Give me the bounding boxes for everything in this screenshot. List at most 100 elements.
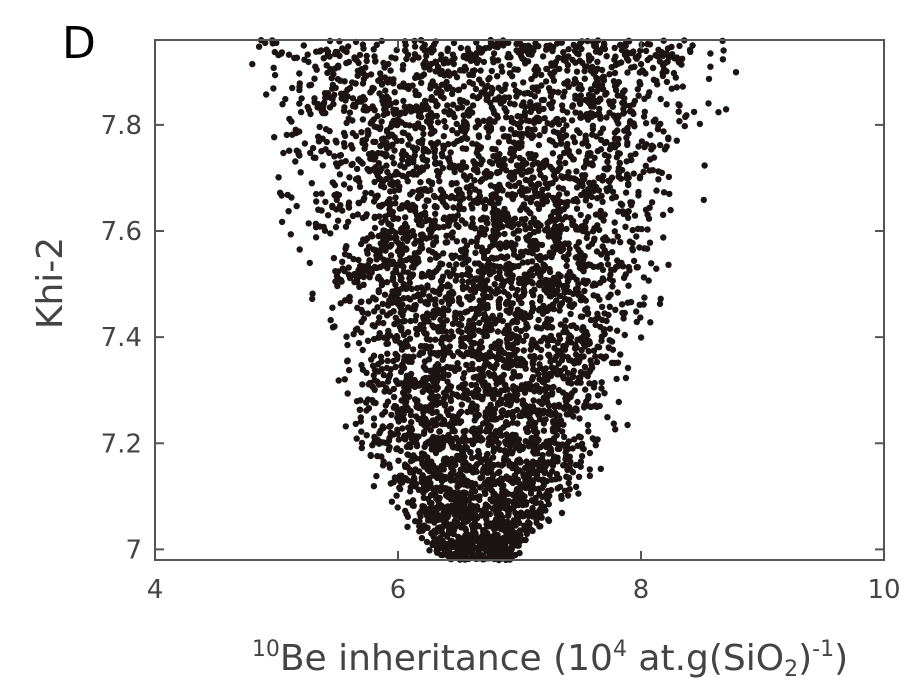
- data-point: [491, 281, 498, 288]
- data-point: [358, 240, 365, 248]
- data-point: [375, 319, 382, 326]
- data-point: [307, 81, 315, 89]
- data-point: [595, 174, 602, 182]
- data-point: [308, 180, 315, 187]
- data-point: [457, 44, 465, 52]
- data-point: [332, 278, 339, 285]
- data-point: [469, 215, 476, 222]
- data-point: [453, 261, 460, 268]
- data-point: [649, 64, 657, 72]
- panel-letter: D: [62, 18, 96, 69]
- data-point: [633, 233, 640, 240]
- data-point: [458, 301, 465, 308]
- data-point: [463, 349, 471, 356]
- data-point: [521, 90, 528, 97]
- data-point: [383, 162, 390, 169]
- data-point: [458, 479, 465, 487]
- data-point: [661, 146, 669, 153]
- data-point: [450, 494, 457, 502]
- data-point: [529, 403, 537, 410]
- data-point: [434, 376, 441, 383]
- data-point: [369, 442, 376, 449]
- data-point: [701, 162, 708, 169]
- data-point: [534, 159, 541, 167]
- data-point: [447, 395, 454, 402]
- data-point: [390, 160, 398, 167]
- data-point: [650, 76, 658, 84]
- data-point: [562, 398, 570, 405]
- data-point: [528, 497, 536, 504]
- data-point: [413, 103, 420, 110]
- data-point: [655, 168, 662, 175]
- data-point: [417, 179, 424, 186]
- data-point: [630, 110, 637, 118]
- data-point: [621, 331, 628, 339]
- data-point: [548, 253, 555, 261]
- data-point: [394, 426, 401, 433]
- data-point: [404, 329, 412, 336]
- data-point: [637, 314, 644, 321]
- data-point: [394, 409, 402, 417]
- data-point: [533, 382, 540, 389]
- data-point: [635, 192, 642, 199]
- data-point: [516, 124, 524, 131]
- data-point: [560, 421, 567, 428]
- data-point: [507, 126, 515, 133]
- data-point: [576, 99, 583, 107]
- data-point: [475, 260, 482, 267]
- data-point: [482, 490, 489, 497]
- data-point: [485, 382, 492, 389]
- data-point: [422, 101, 429, 109]
- data-point: [587, 316, 595, 324]
- data-point: [633, 318, 640, 326]
- data-point: [577, 458, 585, 465]
- data-point: [429, 529, 436, 536]
- data-point: [582, 63, 589, 71]
- data-point: [358, 361, 365, 369]
- data-point: [606, 98, 613, 105]
- data-point: [521, 522, 528, 529]
- data-point: [515, 140, 522, 147]
- data-point: [408, 419, 415, 426]
- data-point: [462, 145, 470, 152]
- data-point: [446, 261, 453, 269]
- data-point: [516, 188, 524, 195]
- data-point: [549, 418, 557, 425]
- data-point: [470, 158, 477, 165]
- data-point: [432, 234, 440, 241]
- data-point: [331, 153, 338, 160]
- data-point: [625, 174, 632, 181]
- data-point: [586, 368, 593, 375]
- data-point: [431, 217, 438, 224]
- data-point: [275, 174, 282, 181]
- data-point: [483, 96, 490, 104]
- data-point: [408, 358, 415, 365]
- data-point: [326, 53, 333, 60]
- data-point: [573, 184, 581, 191]
- data-point: [577, 92, 584, 99]
- data-point: [594, 195, 601, 202]
- data-point: [418, 273, 425, 280]
- data-point: [450, 204, 457, 211]
- data-point: [345, 204, 353, 211]
- data-point: [556, 483, 564, 491]
- data-point: [525, 50, 532, 58]
- data-point: [377, 353, 385, 360]
- data-point: [521, 103, 529, 111]
- data-point: [461, 237, 468, 244]
- data-point: [386, 206, 393, 213]
- data-point: [372, 138, 379, 146]
- data-point: [520, 291, 527, 299]
- data-point: [549, 73, 556, 80]
- data-point: [285, 51, 293, 58]
- data-point: [675, 101, 682, 108]
- data-point: [440, 133, 447, 140]
- data-point: [572, 92, 579, 100]
- data-point: [495, 351, 502, 359]
- data-point: [478, 46, 485, 53]
- data-point: [615, 113, 622, 121]
- data-point: [530, 47, 537, 54]
- data-point: [505, 323, 512, 330]
- data-point: [404, 523, 411, 530]
- data-point: [393, 492, 400, 499]
